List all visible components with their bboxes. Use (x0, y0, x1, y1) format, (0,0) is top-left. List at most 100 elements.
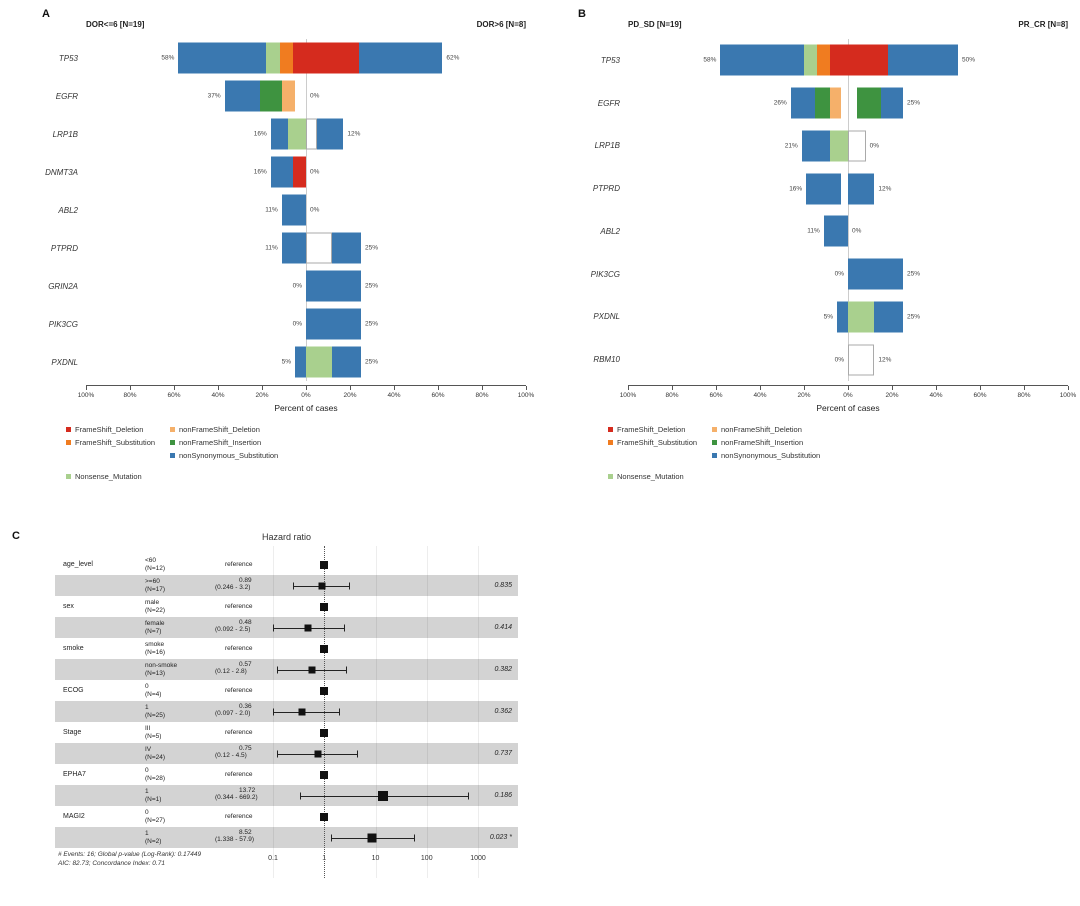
forest-p-value: 0.186 (494, 792, 512, 799)
bar-area: 16% 0% (86, 153, 526, 191)
bar-segment-nonFrameShift_Insertion (856, 87, 881, 119)
forest-variable: age_level (63, 561, 93, 568)
bar-segment-nonSynonymous_Substitution (806, 173, 842, 205)
right-pct-label: 12% (878, 185, 892, 193)
forest-estimate: 13.72 (0.344 - 669.2) (215, 785, 273, 806)
legend-swatch-Nonsense_Mutation (66, 474, 71, 479)
panel-b-axis-label: Percent of cases (816, 403, 880, 413)
forest-estimate: reference (215, 596, 273, 617)
panel-b: B PD_SD [N=19] PR_CR [N=8] TP53 58% 50% EGF… (572, 6, 1080, 491)
bar-segment-gap (848, 88, 857, 119)
bar-segment-nonSynonymous_Substitution (848, 258, 903, 290)
legend-label: FrameShift_Substitution (617, 438, 698, 447)
hr-point-marker (320, 686, 329, 695)
axis-tick (394, 386, 395, 390)
forest-level: 0 (N=28) (145, 764, 215, 785)
forest-variable (55, 659, 145, 680)
bar-area: 16% 12% (86, 115, 526, 153)
forest-level: IV (N=24) (145, 743, 215, 764)
right-bar (848, 44, 958, 76)
right-bar (306, 270, 361, 302)
forest-hr-ci: (0.12 - 4.5) (215, 752, 247, 759)
gene-row-EGFR: EGFR 26% 25% (572, 81, 1068, 125)
legend-item-nonFrameShift_Insertion: nonFrameShift_Insertion (712, 438, 803, 447)
forest-p-value (478, 638, 518, 659)
axis-tick-label: 60% (973, 392, 987, 399)
bar-segment-nonSynonymous_Substitution (295, 346, 306, 378)
gene-label: LRP1B (52, 129, 78, 139)
forest-level-name: IV (145, 746, 152, 753)
bar-segment-Nonsense_Mutation (830, 130, 848, 162)
right-pct-label: 25% (907, 270, 921, 278)
axis-tick (672, 386, 673, 390)
bar-area: 37% 0% (86, 77, 526, 115)
axis-tick (130, 386, 131, 390)
forest-variable: sex (63, 603, 74, 610)
gene-row-TP53: TP53 58% 62% (30, 39, 526, 77)
forest-reference-label: reference (225, 813, 253, 820)
legend-swatch-nonFrameShift_Deletion (712, 427, 717, 432)
forest-level: male (N=22) (145, 596, 215, 617)
right-bar (306, 118, 344, 150)
legend-item-nonSynonymous_Substitution: nonSynonymous_Substitution (170, 451, 278, 460)
left-pct-label: 26% (773, 99, 787, 107)
forest-level: >=60 (N=17) (145, 575, 215, 596)
legend-swatch-nonSynonymous_Substitution (170, 453, 175, 458)
forest-level-n: (N=28) (145, 774, 166, 782)
forest-row: >=60 (N=17) 0.89 (0.246 - 3.2) 0.835 (55, 575, 518, 596)
gene-row-GRIN2A: GRIN2A 0% 25% (30, 267, 526, 305)
bar-segment-nonSynonymous_Substitution (790, 87, 816, 119)
legend-item-nonSynonymous_Substitution: nonSynonymous_Substitution (712, 451, 820, 460)
forest-p-value: 0.414 (494, 624, 512, 631)
ci-cap-high (338, 708, 340, 715)
ci-cap-high (343, 624, 345, 631)
gene-label: RBM10 (593, 355, 620, 365)
forest-hr-ci: (0.097 - 2.0) (215, 710, 251, 717)
hr-point-marker (320, 644, 329, 653)
bar-area: 0% 25% (628, 252, 1068, 296)
bar-segment-FrameShift_Deletion (848, 44, 888, 76)
bar-segment-FrameShift_Deletion (292, 42, 306, 74)
forest-reference-label: reference (225, 687, 253, 694)
bar-segment-nonSynonymous_Substitution (823, 215, 848, 247)
forest-level-name: III (145, 725, 151, 732)
right-pct-label: 25% (365, 244, 379, 252)
forest-estimate: 0.48 (0.092 - 2.5) (215, 617, 273, 638)
bar-area: 0% 12% (628, 338, 1068, 381)
panel-c-label: C (12, 530, 20, 542)
forest-row: Stage III (N=5) reference (55, 722, 518, 743)
axis-tick-label: 80% (1017, 392, 1031, 399)
bar-area: 58% 50% (628, 39, 1068, 82)
tornado-plot-a: TP53 58% 62% EGFR 37% 0% LRP1B 16% 12% DNMT3A 16% 0… (30, 39, 526, 381)
panel-c: C Hazard ratio age_level <60 (N=12) referen… (10, 526, 555, 878)
bar-segment-gap (295, 81, 306, 112)
forest-footnote-1: # Events: 16; Global p-value (Log-Rank):… (58, 851, 202, 858)
forest-variable (55, 701, 145, 722)
panel-a: A DOR<=6 [N=19] DOR>6 [N=8] TP53 58% 62% EG… (30, 6, 545, 491)
axis-tick-label: 100% (77, 392, 95, 399)
right-pct-label: 25% (365, 282, 379, 290)
forest-row: 1 (N=25) 0.36 (0.097 - 2.0) 0.362 (55, 701, 518, 722)
axis-tick (936, 386, 937, 390)
panel-b-left-group-title: PD_SD [N=19] (628, 20, 682, 29)
bar-segment-nonSynonymous_Substitution (270, 118, 289, 150)
legend-label: nonFrameShift_Insertion (179, 438, 262, 447)
forest-p-value (478, 680, 518, 701)
forest-plot-cell (273, 575, 478, 596)
axis-tick (174, 386, 175, 390)
bar-segment-gap_outlined (848, 130, 866, 162)
gridline-100 (426, 546, 428, 878)
legend-label: nonSynonymous_Substitution (721, 451, 821, 460)
forest-variable (55, 575, 145, 596)
bar-segment-nonSynonymous_Substitution (281, 194, 306, 226)
gene-label: GRIN2A (48, 281, 78, 291)
left-pct-label: 0% (834, 270, 844, 278)
forest-row: non-smoke (N=13) 0.57 (0.12 - 2.8) 0.382 (55, 659, 518, 680)
forest-row: MAGI2 0 (N=27) reference (55, 806, 518, 827)
legend-item-FrameShift_Substitution: FrameShift_Substitution (608, 438, 697, 447)
legend-label: Nonsense_Mutation (75, 472, 142, 481)
gene-label: DNMT3A (45, 167, 78, 177)
forest-row: smoke smoke (N=16) reference (55, 638, 518, 659)
bar-segment-gap_outlined (848, 344, 875, 376)
axis-tick-label: 20% (255, 392, 269, 399)
